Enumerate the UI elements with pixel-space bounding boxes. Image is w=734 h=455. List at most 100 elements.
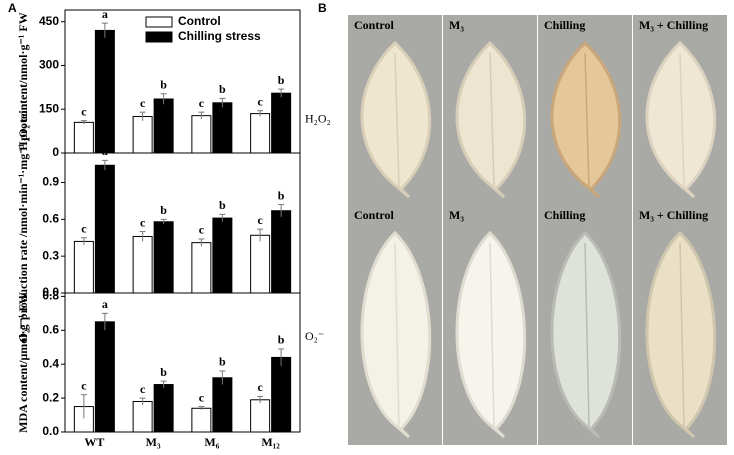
leaf-vein	[489, 52, 495, 188]
leaf	[645, 230, 717, 439]
error-bar	[257, 395, 264, 404]
significance-letter: b	[219, 198, 226, 212]
error-bar	[198, 238, 205, 247]
error-bar	[160, 93, 167, 105]
error-bar	[219, 370, 226, 385]
legend-label: Control	[178, 14, 221, 28]
legend-label: Chilling stress	[178, 29, 261, 43]
leaf-vein	[394, 52, 400, 188]
bar	[132, 236, 153, 294]
y-tick-label: 450	[39, 14, 59, 28]
row-label: O₂⁻	[305, 329, 324, 343]
significance-letter: c	[81, 104, 87, 118]
y-tick-label: 0	[52, 145, 59, 159]
error-bar	[219, 213, 226, 222]
significance-letter: c	[257, 380, 263, 394]
significance-letter: c	[257, 213, 263, 227]
bar	[250, 399, 271, 433]
significance-letter: b	[219, 82, 226, 96]
significance-letter: b	[278, 188, 285, 202]
bar	[271, 92, 292, 154]
error-bar	[160, 218, 167, 225]
significance-letter: c	[140, 96, 146, 110]
error-bar	[278, 88, 285, 98]
y-tick-label: 0.4	[42, 356, 59, 370]
significance-letter: c	[257, 94, 263, 108]
significance-letter: b	[160, 365, 167, 379]
bar	[271, 356, 292, 433]
leaf	[455, 40, 526, 199]
bar	[153, 221, 174, 294]
significance-letter: a	[102, 144, 108, 158]
y-tick-label: 0.2	[42, 390, 59, 404]
error-bar	[101, 312, 108, 331]
bar	[94, 321, 115, 433]
error-bar	[278, 204, 285, 217]
leaf	[550, 230, 622, 439]
error-bar	[80, 120, 87, 125]
significance-letter: c	[199, 223, 205, 237]
bar	[191, 242, 212, 294]
error-bar	[101, 159, 108, 171]
legend-swatch	[145, 31, 173, 43]
significance-letter: c	[199, 390, 205, 404]
x-tick-label: M₆	[204, 435, 219, 449]
bar	[94, 164, 115, 294]
photo-panel: H₂O₂ Control M₃ Chilling M₃ + Chilling O₂⁻ Con…	[305, 15, 727, 445]
bar	[153, 98, 174, 154]
leaf-vein	[394, 242, 400, 428]
error-bar	[198, 406, 205, 410]
bar	[73, 240, 94, 294]
bar	[250, 113, 271, 154]
error-bar	[101, 22, 108, 38]
y-tick-label: 150	[39, 101, 59, 115]
error-bar	[139, 111, 146, 121]
bar	[132, 116, 153, 154]
photo-label: M₃	[449, 208, 464, 222]
error-bar	[160, 380, 167, 388]
y-tick-label: 0.0	[42, 285, 59, 299]
leaf-vein	[584, 52, 590, 188]
bar	[94, 29, 115, 154]
photo-label: M₃	[449, 18, 464, 32]
leaf-vein	[489, 242, 495, 428]
legend-swatch	[145, 16, 173, 28]
y-axis-label: O₂⁻ production rate /nmol·min⁻¹·mg⁻¹ pro…	[16, 103, 30, 342]
y-tick-label: 0.6	[42, 322, 59, 336]
y-tick-label: 0.3	[42, 248, 59, 262]
error-bar	[257, 110, 264, 117]
bar	[212, 217, 233, 294]
bar	[73, 121, 94, 154]
leaf	[360, 40, 431, 199]
bar	[191, 115, 212, 154]
row-label: H₂O₂	[305, 111, 331, 125]
bar	[153, 384, 174, 433]
significance-letter: b	[278, 73, 285, 87]
x-tick-label: WT	[84, 435, 104, 449]
y-tick-label: 0.6	[42, 211, 59, 225]
significance-letter: c	[81, 378, 87, 392]
photo-label: Chilling	[544, 208, 585, 222]
bar	[271, 210, 292, 294]
bar	[212, 377, 233, 433]
significance-letter: c	[199, 96, 205, 110]
plot-frame	[64, 292, 301, 433]
panel-label: B	[318, 1, 327, 15]
error-bar	[80, 394, 87, 419]
leaf-vein	[679, 242, 685, 428]
bar	[132, 400, 153, 433]
significance-letter: b	[278, 333, 285, 347]
leaf	[550, 40, 621, 199]
significance-letter: a	[102, 7, 108, 21]
y-axis-label: MDA content/μmol·g⁻¹ FW	[16, 292, 30, 433]
x-tick-label: M₃	[146, 435, 161, 449]
error-bar	[278, 348, 285, 366]
significance-letter: b	[160, 78, 167, 92]
bar	[212, 102, 233, 154]
error-bar	[139, 231, 146, 242]
significance-letter: c	[140, 382, 146, 396]
error-bar	[219, 97, 226, 108]
leaf-vein	[679, 52, 685, 188]
leaf	[455, 230, 527, 439]
